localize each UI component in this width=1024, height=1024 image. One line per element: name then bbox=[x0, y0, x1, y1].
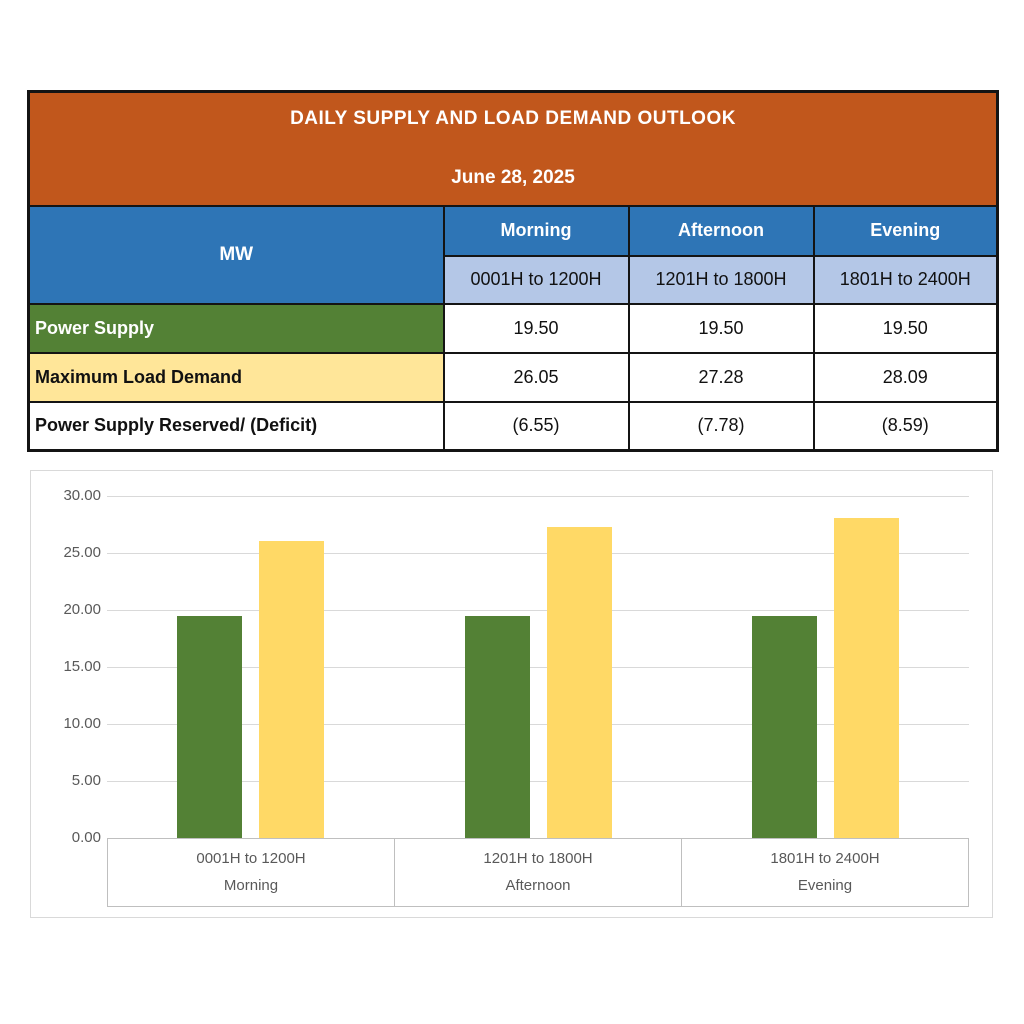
gridline bbox=[107, 496, 969, 497]
x-axis-category-box: 0001H to 1200H Morning 1201H to 1800H After… bbox=[107, 838, 969, 907]
value-reserve-morning: (6.55) bbox=[442, 400, 630, 452]
row-label-reserve-deficit: Power Supply Reserved/ (Deficit) bbox=[27, 400, 445, 452]
period-header-evening: Evening bbox=[812, 204, 999, 257]
bar-power-supply-afternoon bbox=[464, 615, 530, 838]
supply-demand-chart: 0.00 5.00 10.00 15.00 20.00 25.00 30.00 0001H t… bbox=[30, 470, 993, 918]
table-date: June 28, 2025 bbox=[451, 167, 575, 189]
time-range-morning: 0001H to 1200H bbox=[442, 254, 630, 305]
table-row-power-supply: Power Supply 19.50 19.50 19.50 bbox=[27, 302, 999, 354]
value-max-load-evening: 28.09 bbox=[812, 351, 999, 403]
bar-maximum-load-demand-afternoon bbox=[546, 527, 612, 838]
value-power-supply-morning: 19.50 bbox=[442, 302, 630, 354]
y-axis-tick-label: 20.00 bbox=[63, 601, 101, 618]
x-axis-category-morning: 0001H to 1200H Morning bbox=[108, 839, 395, 906]
bar-power-supply-morning bbox=[177, 615, 243, 838]
x-axis-category-evening: 1801H to 2400H Evening bbox=[682, 839, 968, 906]
bar-power-supply-evening bbox=[751, 615, 817, 838]
category-period-label: Evening bbox=[797, 877, 853, 895]
category-time-range-label: 1201H to 1800H bbox=[483, 849, 593, 867]
category-period-label: Afternoon bbox=[505, 877, 571, 895]
supply-demand-table: DAILY SUPPLY AND LOAD DEMAND OUTLOOK Jun… bbox=[27, 90, 1000, 452]
value-max-load-afternoon: 27.28 bbox=[627, 351, 815, 403]
value-reserve-afternoon: (7.78) bbox=[627, 400, 815, 452]
gridline bbox=[107, 667, 969, 668]
unit-header-cell: MW bbox=[27, 204, 445, 305]
y-axis-tick-label: 5.00 bbox=[71, 772, 101, 789]
y-axis-tick-label: 15.00 bbox=[63, 658, 101, 675]
table-title-cell: DAILY SUPPLY AND LOAD DEMAND OUTLOOK Jun… bbox=[27, 90, 999, 207]
category-time-range-label: 0001H to 1200H bbox=[196, 849, 306, 867]
table-row-max-load-demand: Maximum Load Demand 26.05 27.28 28.09 bbox=[27, 351, 999, 403]
time-range-row: 0001H to 1200H 1201H to 1800H 1801H to 2… bbox=[29, 254, 999, 305]
y-axis-tick-label: 10.00 bbox=[63, 715, 101, 732]
table-title-row: DAILY SUPPLY AND LOAD DEMAND OUTLOOK Jun… bbox=[27, 90, 999, 207]
x-axis-category-afternoon: 1201H to 1800H Afternoon bbox=[395, 839, 682, 906]
gridline bbox=[107, 781, 969, 782]
bar-maximum-load-demand-morning bbox=[259, 541, 325, 838]
row-label-power-supply: Power Supply bbox=[27, 302, 445, 354]
table-row-reserve-deficit: Power Supply Reserved/ (Deficit) (6.55) … bbox=[27, 400, 999, 452]
time-range-evening: 1801H to 2400H bbox=[812, 254, 999, 305]
row-label-max-load-demand: Maximum Load Demand bbox=[27, 351, 445, 403]
bar-maximum-load-demand-evening bbox=[833, 517, 899, 838]
table-title: DAILY SUPPLY AND LOAD DEMAND OUTLOOK bbox=[290, 108, 736, 130]
y-axis-tick-label: 30.00 bbox=[63, 487, 101, 504]
category-period-label: Morning bbox=[223, 877, 279, 895]
value-reserve-evening: (8.59) bbox=[812, 400, 999, 452]
gridline bbox=[107, 610, 969, 611]
value-power-supply-afternoon: 19.50 bbox=[627, 302, 815, 354]
y-axis-tick-label: 25.00 bbox=[63, 544, 101, 561]
y-axis-tick-label: 0.00 bbox=[71, 829, 101, 846]
gridline bbox=[107, 724, 969, 725]
value-power-supply-evening: 19.50 bbox=[812, 302, 999, 354]
gridline bbox=[107, 553, 969, 554]
category-time-range-label: 1801H to 2400H bbox=[770, 849, 880, 867]
period-header-morning: Morning bbox=[442, 204, 630, 257]
value-max-load-morning: 26.05 bbox=[442, 351, 630, 403]
period-header-afternoon: Afternoon bbox=[627, 204, 815, 257]
period-header-row: MW Morning Afternoon Evening bbox=[27, 204, 999, 305]
time-range-afternoon: 1201H to 1800H bbox=[627, 254, 815, 305]
